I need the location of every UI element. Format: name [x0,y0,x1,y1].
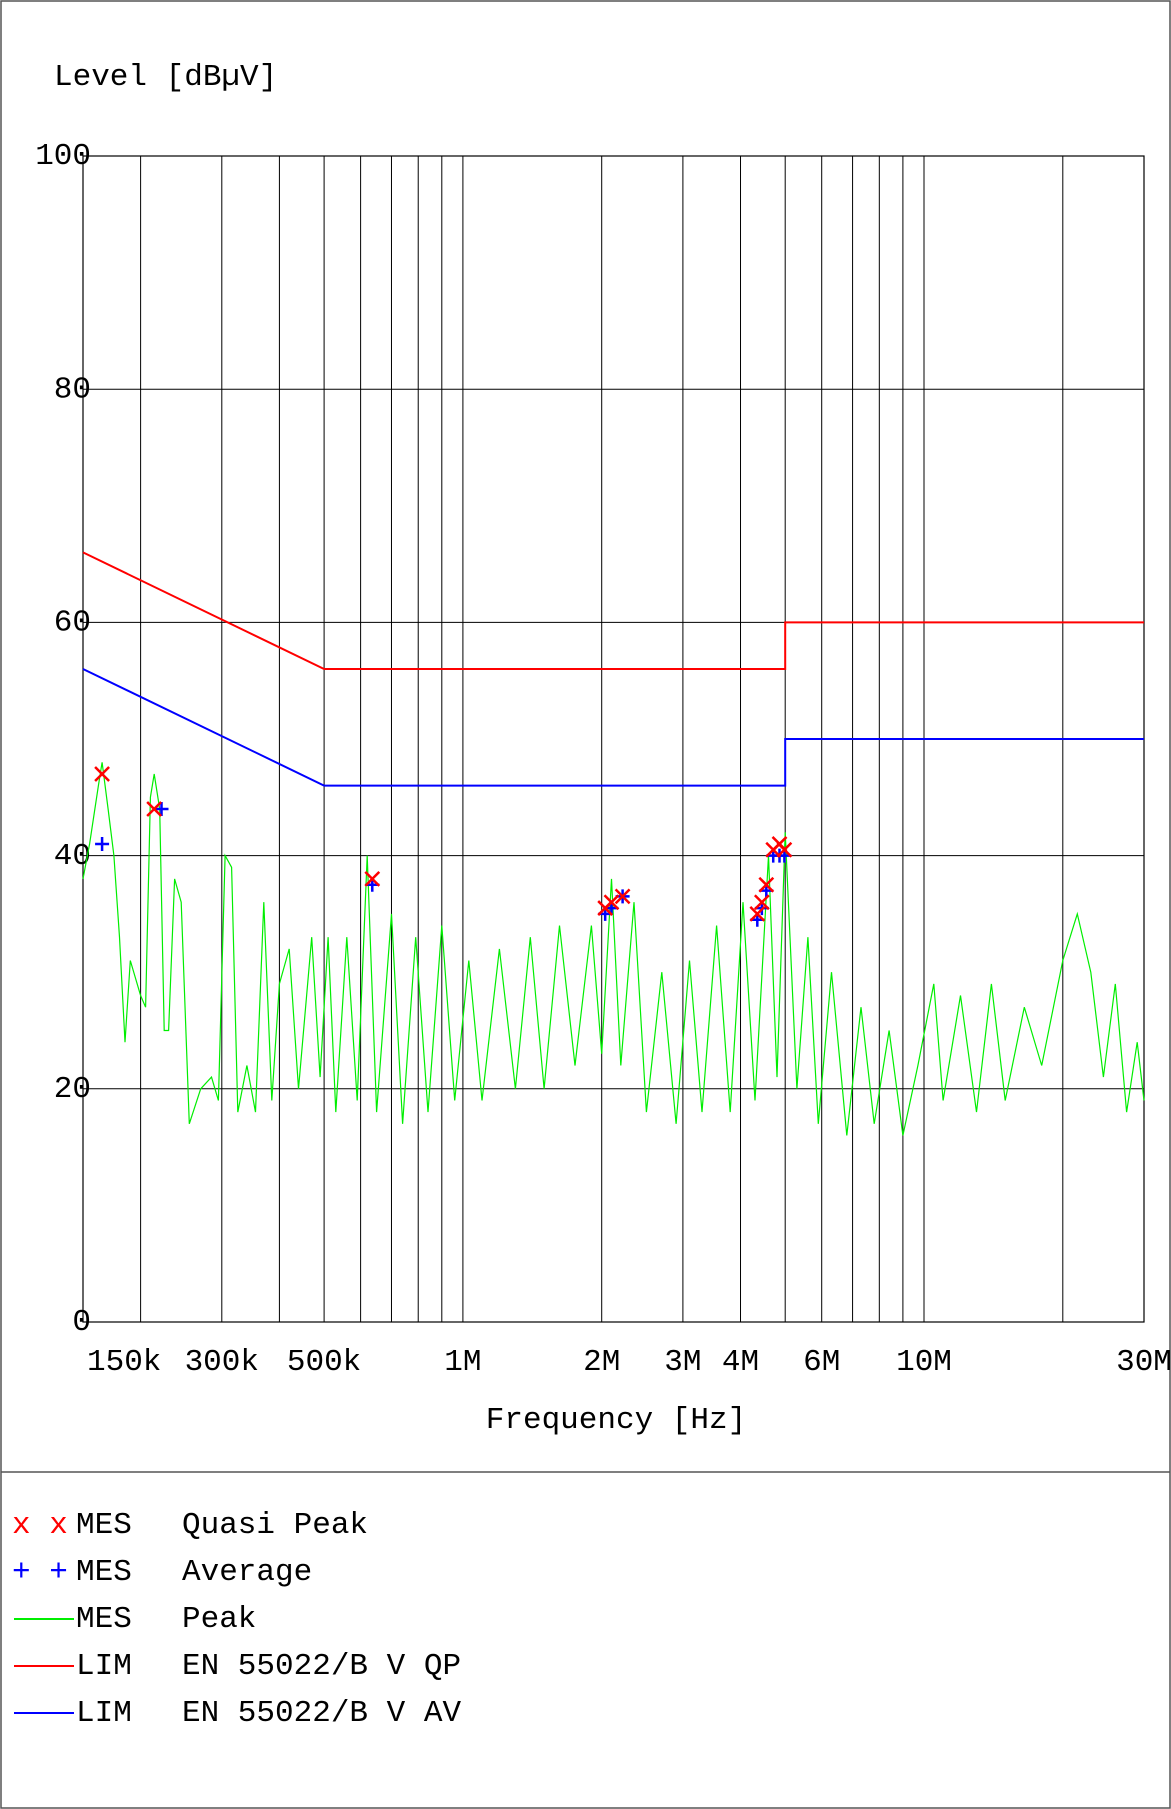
x-tick-label: 500k [287,1345,361,1380]
legend-tag: MES [76,1602,132,1637]
data-point [753,894,770,911]
data-point [776,841,793,858]
legend-label: Average [182,1555,312,1590]
data-point [146,801,163,817]
series-line [82,762,1145,1136]
data-point [95,836,110,851]
data-point [94,766,110,782]
data-point [749,906,766,922]
legend-key: x x [12,1508,68,1543]
x-tick-label: 30M [1116,1345,1171,1380]
legend-label: Peak [182,1602,256,1637]
legend-tag: LIM [76,1649,132,1684]
legend-label: Quasi Peak [182,1508,368,1543]
y-tick-label: 60 [54,606,91,641]
data-point [603,894,620,911]
data-point [614,888,631,905]
legend-label: EN 55022/B V QP [182,1649,461,1684]
legend-tag: MES [76,1555,132,1590]
x-tick-label: 10M [896,1345,952,1380]
x-tick-label: 150k [87,1345,161,1380]
legend-key: + + [12,1555,68,1590]
data-point [364,871,381,887]
legend-label: EN 55022/B V AV [182,1696,461,1731]
series-line [82,668,1144,787]
data-point [154,801,169,816]
x-tick-label: 2M [583,1345,620,1380]
y-tick-label: 20 [54,1072,91,1107]
series-line [82,551,1144,670]
data-point [758,876,775,893]
legend-tag: LIM [76,1696,132,1731]
x-tick-label: 1M [444,1345,481,1380]
x-tick-label: 3M [664,1345,701,1380]
x-tick-label: 4M [722,1345,759,1380]
x-tick-label: 300k [185,1345,259,1380]
y-tick-label: 0 [72,1305,91,1340]
y-tick-label: 80 [54,372,91,407]
x-tick-label: 6M [803,1345,840,1380]
y-axis-label: Level [dBµV] [54,60,277,95]
y-tick-label: 100 [35,139,91,174]
legend-tag: MES [76,1508,132,1543]
x-axis-label: Frequency [Hz] [486,1403,746,1438]
